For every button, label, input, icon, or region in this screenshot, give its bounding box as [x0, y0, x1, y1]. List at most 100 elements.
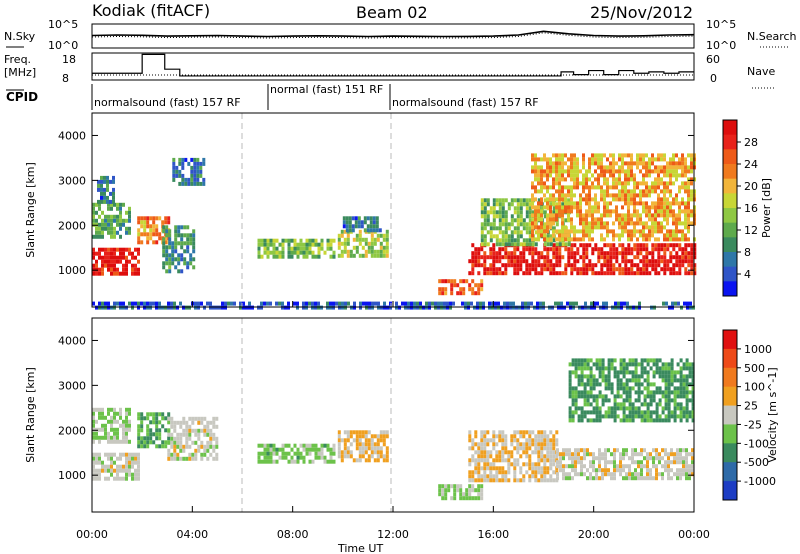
- heatmap-cell: [510, 434, 514, 439]
- heatmap-cell: [588, 197, 591, 202]
- heatmap-cell: [621, 181, 624, 186]
- heatmap-cell: [648, 205, 651, 210]
- heatmap-cell: [624, 185, 627, 190]
- heatmap-cell: [687, 255, 691, 260]
- heatmap-cell: [636, 267, 640, 272]
- heatmap-cell: [580, 418, 584, 423]
- heatmap-cell: [296, 447, 300, 452]
- heatmap-cell: [143, 220, 147, 225]
- heatmap-cell: [537, 225, 540, 230]
- heatmap-cell: [495, 198, 499, 203]
- heatmap-cell: [257, 459, 261, 464]
- heatmap-cell: [546, 237, 549, 242]
- heatmap-cell: [180, 225, 184, 230]
- heatmap-cell: [128, 218, 131, 223]
- heatmap-cell: [101, 468, 104, 473]
- heatmap-cell: [640, 382, 644, 387]
- heatmap-cell: [260, 305, 263, 310]
- heatmap-cell: [379, 245, 383, 250]
- heatmap-cell: [639, 217, 642, 222]
- heatmap-cell: [654, 247, 658, 252]
- heatmap-cell: [513, 238, 517, 243]
- heatmap-cell: [661, 394, 665, 399]
- heatmap-cell: [635, 305, 638, 310]
- heatmap-cell: [636, 255, 640, 260]
- heatmap-cell: [546, 255, 550, 260]
- heatmap-cell: [122, 452, 125, 457]
- heatmap-cell: [610, 452, 613, 457]
- heatmap-cell: [122, 468, 125, 473]
- heatmap-cell: [367, 454, 371, 459]
- heatmap-cell: [573, 263, 577, 268]
- heatmap-cell: [627, 181, 630, 186]
- heatmap-cell: [622, 398, 626, 403]
- heatmap-cell: [552, 217, 555, 222]
- heatmap-cell: [137, 216, 141, 221]
- heatmap-cell: [570, 157, 573, 162]
- heatmap-cell: [480, 466, 484, 471]
- heatmap-cell: [474, 255, 478, 260]
- heatmap-cell: [584, 301, 587, 306]
- heatmap-cell: [618, 173, 621, 178]
- heatmap-cell: [477, 488, 481, 493]
- heatmap-cell: [92, 301, 95, 306]
- heatmap-cell: [165, 229, 169, 234]
- heatmap-cell: [125, 210, 128, 215]
- heatmap-cell: [558, 189, 561, 194]
- heatmap-cell: [655, 386, 659, 391]
- heatmap-cell: [636, 221, 639, 226]
- heatmap-cell: [658, 366, 662, 371]
- heatmap-cell: [646, 382, 650, 387]
- heatmap-cell: [537, 442, 541, 447]
- heatmap-cell: [513, 446, 517, 451]
- heatmap-cell: [546, 189, 549, 194]
- heatmap-cell: [583, 390, 587, 395]
- heatmap-cell: [573, 251, 577, 256]
- heatmap-cell: [580, 456, 583, 461]
- heatmap-cell: [573, 237, 576, 242]
- heatmap-cell: [162, 265, 166, 270]
- heatmap-cell: [640, 414, 644, 419]
- heatmap-cell: [594, 225, 597, 230]
- heatmap-cell: [628, 358, 632, 363]
- heatmap-cell: [194, 432, 198, 437]
- heatmap-cell: [180, 269, 184, 274]
- heatmap-cell: [513, 206, 517, 211]
- heatmap-cell: [606, 267, 610, 272]
- heatmap-cell: [690, 271, 694, 276]
- heatmap-cell: [625, 414, 629, 419]
- heatmap-cell: [613, 476, 616, 481]
- heatmap-cell: [173, 456, 177, 461]
- heatmap-cell: [359, 301, 362, 306]
- heatmap-cell: [592, 378, 596, 383]
- heatmap-cell: [670, 358, 674, 363]
- heatmap-cell: [654, 221, 657, 226]
- heatmap-cell: [664, 390, 668, 395]
- heatmap-cell: [691, 370, 695, 375]
- heatmap-cell: [95, 230, 98, 235]
- heatmap-cell: [688, 410, 692, 415]
- heatmap-cell: [600, 251, 604, 256]
- heatmap-cell: [585, 221, 588, 226]
- heatmap-cell: [588, 225, 591, 230]
- heatmap-cell: [685, 472, 688, 477]
- heatmap-cell: [570, 243, 574, 248]
- heatmap-cell: [579, 217, 582, 222]
- heatmap-cell: [379, 430, 383, 435]
- heatmap-cell: [352, 245, 356, 250]
- heatmap-cell: [92, 464, 95, 469]
- heatmap-cell: [603, 169, 606, 174]
- heatmap-cell: [314, 238, 318, 243]
- heatmap-cell: [669, 209, 672, 214]
- heatmap-cell: [345, 224, 349, 229]
- heatmap-cell: [585, 213, 588, 218]
- heatmap-cell: [552, 169, 555, 174]
- heatmap-cell: [582, 157, 585, 162]
- heatmap-cell: [456, 488, 460, 493]
- heatmap-cell: [179, 432, 183, 437]
- y-tick-label: 1000: [58, 264, 86, 277]
- heatmap-cell: [504, 251, 508, 256]
- heatmap-cell: [308, 250, 312, 255]
- heatmap-cell: [178, 173, 182, 178]
- heatmap-cell: [543, 237, 546, 242]
